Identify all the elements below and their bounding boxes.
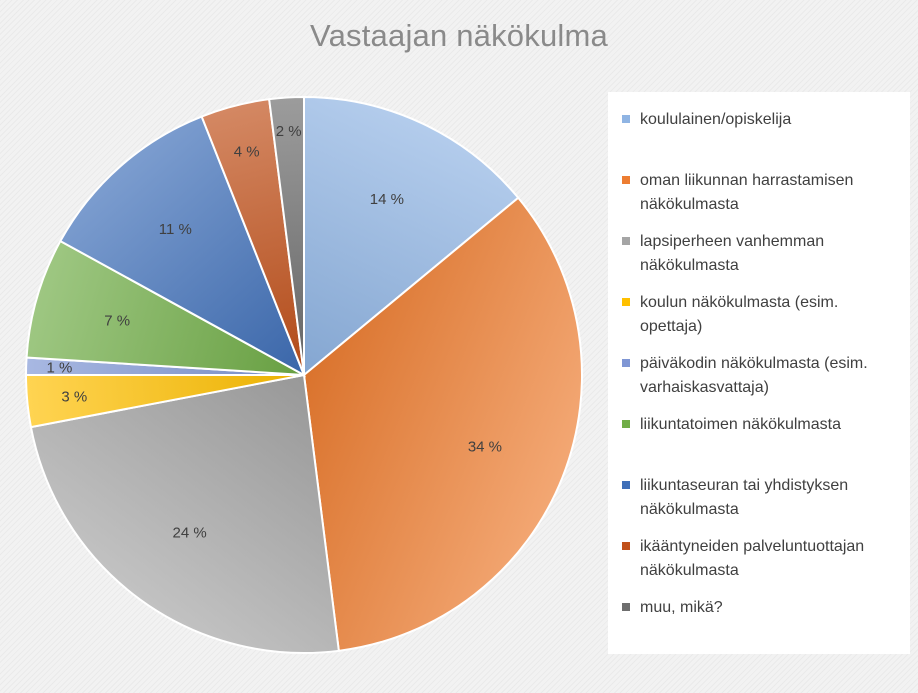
legend-swatch bbox=[622, 359, 630, 367]
legend-swatch bbox=[622, 420, 630, 428]
legend-label: koululainen/opiskelija bbox=[640, 111, 792, 128]
legend-label: liikuntatoimen näkökulmasta bbox=[640, 416, 841, 433]
slice-label-4: 3 % bbox=[61, 389, 87, 406]
legend-swatch bbox=[622, 115, 630, 123]
legend-label: oman liikunnan harrastamisen näkökulmast… bbox=[640, 172, 854, 213]
slice-label-1: 14 % bbox=[370, 191, 404, 208]
slice-label-6: 7 % bbox=[104, 313, 130, 330]
legend-label: liikuntaseuran tai yhdistyksen näkökulma… bbox=[640, 477, 849, 518]
slice-label-3: 24 % bbox=[173, 524, 207, 541]
chart-title: Vastaajan näkökulma bbox=[310, 18, 608, 53]
legend-label: päiväkodin näkökulmasta (esim. varhaiska… bbox=[640, 355, 868, 396]
pie-slice-3 bbox=[29, 373, 340, 654]
slice-label-9: 2 % bbox=[276, 123, 302, 140]
slice-label-5: 1 % bbox=[47, 359, 73, 376]
slice-label-8: 4 % bbox=[234, 144, 260, 161]
slice-label-2: 34 % bbox=[468, 439, 502, 456]
legend-label: muu, mikä? bbox=[640, 599, 723, 616]
legend-label: ikääntyneiden palveluntuottajan näkökulm… bbox=[640, 538, 865, 579]
legend-swatch bbox=[622, 481, 630, 489]
pie-slice-6 bbox=[25, 239, 305, 376]
pie-slice-1 bbox=[303, 95, 520, 378]
pie-slice-7 bbox=[59, 115, 306, 378]
pie-slice-9 bbox=[268, 95, 305, 376]
legend-swatch bbox=[622, 542, 630, 550]
legend-swatch bbox=[622, 298, 630, 306]
slice-label-7: 11 % bbox=[159, 221, 192, 238]
legend-swatch bbox=[622, 603, 630, 611]
legend: koululainen/opiskelija oman liikunnan har… bbox=[608, 92, 910, 654]
legend-swatch bbox=[622, 176, 630, 184]
legend-label: lapsiperheen vanhemman näkökulmasta bbox=[640, 233, 825, 274]
legend-swatch bbox=[622, 237, 630, 245]
pie-slice-2 bbox=[302, 196, 583, 652]
legend-label: koulun näkökulmasta (esim. opettaja) bbox=[640, 294, 839, 335]
